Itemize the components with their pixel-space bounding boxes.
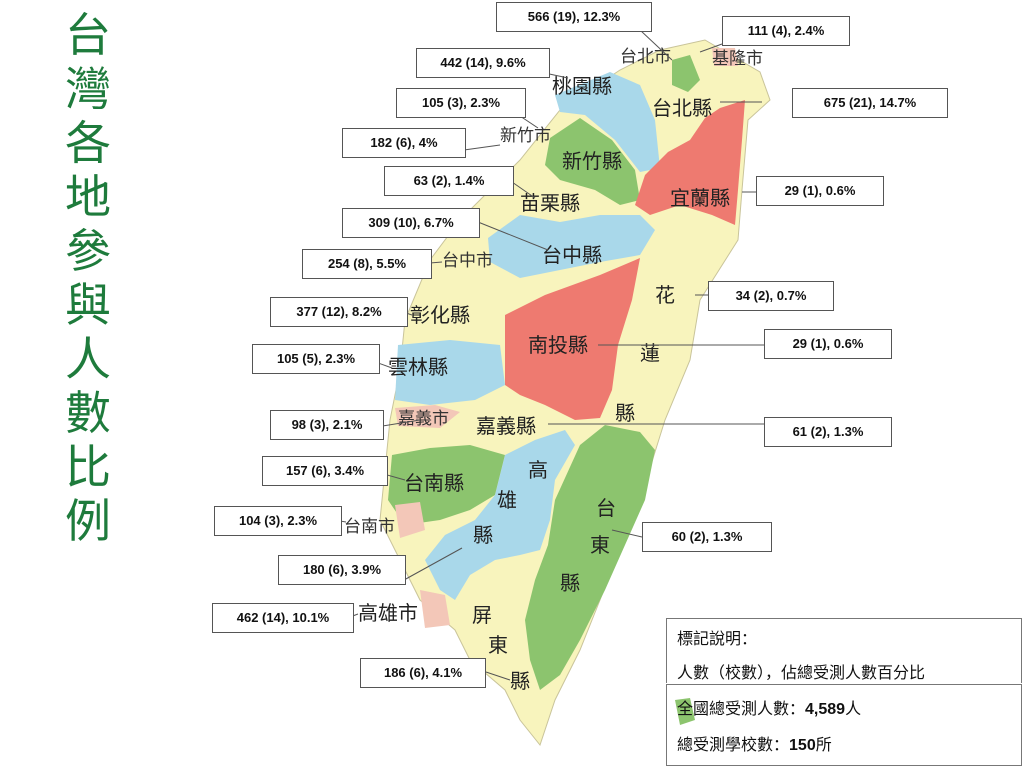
label-changhua: 彰化縣 xyxy=(410,303,470,327)
callout-taichung-city: 254 (8), 5.5% xyxy=(302,249,432,279)
label-taipei-city: 台北市 xyxy=(620,47,671,67)
region-hsinchu-county xyxy=(545,118,640,205)
callout-hualien: 34 (2), 0.7% xyxy=(708,281,834,311)
region-keelung xyxy=(712,48,738,66)
callout-yilan: 29 (1), 0.6% xyxy=(756,176,884,206)
region-chiayi-city xyxy=(395,405,460,428)
leader-taichung-city xyxy=(429,261,443,264)
legend-totals-section: 全國總受測人數：4,589人 總受測學校數：150所 xyxy=(666,684,1022,766)
label-pingtung-2: 東 xyxy=(488,633,508,657)
label-kaohsiung-county-3: 縣 xyxy=(473,523,493,547)
label-taichung-city: 台中市 xyxy=(442,251,493,271)
region-yunlin xyxy=(395,340,505,405)
label-chiayi-county: 嘉義縣 xyxy=(476,414,536,438)
legend-format: 人數（校數），佔總受測人數百分比 xyxy=(677,663,926,682)
legend-box: 標記說明： 人數（校數），佔總受測人數百分比 全國總受測人數：4,589人 總受… xyxy=(666,618,1022,766)
label-yunlin: 雲林縣 xyxy=(388,355,448,379)
callout-taoyuan: 442 (14), 9.6% xyxy=(416,48,550,78)
legend-format-section: 標記說明： 人數（校數），佔總受測人數百分比 xyxy=(666,618,1022,683)
label-chiayi-city: 嘉義市 xyxy=(398,409,449,429)
leader-keelung xyxy=(699,43,723,53)
label-taoyuan: 桃園縣 xyxy=(552,74,612,98)
callout-miaoli: 63 (2), 1.4% xyxy=(384,166,514,196)
total-people-value: 4,589 xyxy=(805,701,846,718)
total-schools-value: 150 xyxy=(789,737,816,754)
label-pingtung-1: 屏 xyxy=(472,603,492,627)
legend-total-schools: 總受測學校數：150所 xyxy=(677,731,832,755)
leader-taichung-county xyxy=(477,221,549,251)
callout-keelung: 111 (4), 2.4% xyxy=(722,16,850,46)
label-taitung-1: 台 xyxy=(596,496,616,520)
region-kaohsiung-county xyxy=(425,430,575,600)
callout-hsinchu-city: 105 (3), 2.3% xyxy=(396,88,526,118)
map-title: 台灣各地參與人數比例 xyxy=(65,8,111,548)
label-miaoli: 苗栗縣 xyxy=(520,191,580,215)
leader-hsinchu-county xyxy=(463,144,501,151)
label-kaohsiung-county-2: 雄 xyxy=(497,488,517,512)
callout-nantou: 29 (1), 0.6% xyxy=(764,329,892,359)
callout-kaohsiung-county: 180 (6), 3.9% xyxy=(278,555,406,585)
callout-taipei-county: 675 (21), 14.7% xyxy=(792,88,948,118)
label-taitung-3: 縣 xyxy=(560,571,580,595)
leader-pingtung xyxy=(485,671,511,681)
leader-taitung xyxy=(611,529,643,538)
callout-tainan-city: 104 (3), 2.3% xyxy=(214,506,342,536)
label-kaohsiung-city: 高雄市 xyxy=(358,601,418,625)
region-kaohsiung-city xyxy=(420,590,450,628)
label-taitung-2: 東 xyxy=(590,533,610,557)
region-yilan xyxy=(635,100,745,225)
label-taichung-county: 台中縣 xyxy=(542,243,602,267)
total-people-label: 全國總受測人數： xyxy=(677,699,806,718)
label-pingtung-3: 縣 xyxy=(510,669,530,693)
label-hualien-2: 蓮 xyxy=(640,341,660,365)
label-tainan-county: 台南縣 xyxy=(404,471,464,495)
callout-tainan-county: 157 (6), 3.4% xyxy=(262,456,388,486)
label-kaohsiung-county-1: 高 xyxy=(528,458,548,482)
callout-chiayi-city: 98 (3), 2.1% xyxy=(270,410,384,440)
label-hsinchu-city: 新竹市 xyxy=(500,126,551,146)
leader-taipei-city xyxy=(639,29,673,61)
label-keelung: 基隆市 xyxy=(712,49,763,69)
callout-chiayi-county: 61 (2), 1.3% xyxy=(764,417,892,447)
legend-heading: 標記說明： xyxy=(677,629,758,648)
label-hsinchu-county: 新竹縣 xyxy=(562,149,622,173)
label-taipei-county: 台北縣 xyxy=(652,96,712,120)
region-taipei-city xyxy=(672,55,700,92)
callout-taipei-city: 566 (19), 12.3% xyxy=(496,2,652,32)
callout-hsinchu-county: 182 (6), 4% xyxy=(342,128,466,158)
label-hualien-3: 縣 xyxy=(615,401,635,425)
callout-taichung-county: 309 (10), 6.7% xyxy=(342,208,480,238)
leader-kaohsiung-county xyxy=(403,547,463,581)
region-taichung-county xyxy=(488,215,655,278)
label-hualien-1: 花 xyxy=(655,283,675,307)
legend-total-people: 全國總受測人數：4,589人 xyxy=(677,695,861,719)
total-people-unit: 人 xyxy=(845,699,862,718)
total-schools-unit: 所 xyxy=(815,735,832,754)
region-tainan-city xyxy=(395,502,425,538)
label-tainan-city: 台南市 xyxy=(344,517,395,537)
callout-pingtung: 186 (6), 4.1% xyxy=(360,658,486,688)
region-nantou xyxy=(505,258,640,420)
callout-kaohsiung-city: 462 (14), 10.1% xyxy=(212,603,354,633)
leader-lines xyxy=(333,29,764,681)
leader-miaoli xyxy=(511,181,536,199)
callout-taitung: 60 (2), 1.3% xyxy=(642,522,772,552)
total-schools-label: 總受測學校數： xyxy=(677,735,790,754)
callout-yunlin: 105 (5), 2.3% xyxy=(252,344,380,374)
green-island xyxy=(675,698,695,725)
label-nantou: 南投縣 xyxy=(528,333,588,357)
region-taitung xyxy=(525,425,655,690)
region-taoyuan xyxy=(555,72,660,172)
label-yilan: 宜蘭縣 xyxy=(670,186,730,210)
callout-changhua: 377 (12), 8.2% xyxy=(270,297,408,327)
